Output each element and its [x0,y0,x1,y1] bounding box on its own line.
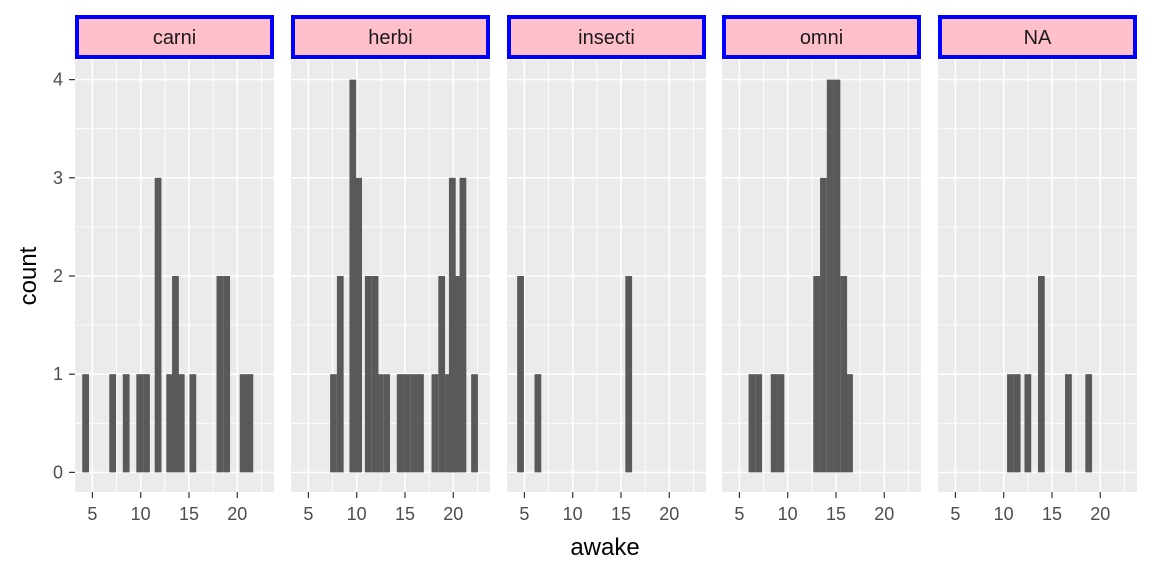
x-tick-label: 15 [1042,504,1062,524]
histogram-bar [770,374,778,473]
x-tick-label: 5 [519,504,529,524]
facet-strip-label: NA [1024,27,1052,49]
y-tick-label: 1 [53,364,63,384]
histogram-bar [216,276,224,473]
histogram-bar [1065,374,1072,473]
histogram-bar [349,79,357,473]
histogram-bar [172,276,179,473]
histogram-bar [459,177,467,473]
facet-strip-label: insecti [578,27,635,49]
facet-strip [75,15,274,59]
histogram-bar [154,177,162,473]
histogram-bar [840,276,848,473]
histogram-bar [448,177,456,473]
x-tick-label: 15 [179,504,199,524]
histogram-bar [846,374,853,473]
facet-strip [722,15,921,59]
histogram-bar [777,374,785,473]
histogram-bar [417,374,424,473]
x-tick-label: 15 [611,504,631,524]
histogram-bar [383,374,391,473]
histogram-bar [403,374,411,473]
facet-panel-na: NA 5 10 15 20 [938,15,1137,524]
x-tick-label: 10 [778,504,798,524]
y-axis-title: count [15,246,42,305]
y-tick-label: 3 [53,168,63,188]
facet-strip [507,15,706,59]
histogram-bar [748,374,756,473]
x-tick-label: 10 [347,504,367,524]
facet-panel-herbi: herbi 5 10 15 20 [291,15,490,524]
facet-panel-insecti: insecti 5 10 15 20 [507,15,706,524]
histogram-bar [471,374,478,473]
histogram-bar [820,177,827,473]
histogram-bar [438,276,446,473]
facet-panel-omni: omni 5 10 15 20 [722,15,921,524]
facet-strip [938,15,1137,59]
histogram-bar [445,374,452,473]
histogram-bar [1085,374,1093,473]
y-tick-label: 2 [53,266,63,286]
y-tick-label: 0 [53,462,63,482]
y-axis: 0 1 2 3 4 [53,70,75,482]
histogram-bar [330,374,337,473]
histogram-bar [1007,374,1014,473]
histogram-bar [364,276,372,473]
histogram-bar [517,276,524,473]
x-tick-label: 10 [563,504,583,524]
histogram-bar [833,79,841,473]
histogram-bar [410,374,418,473]
histogram-bar [336,276,344,473]
histogram-bar [534,374,542,473]
histogram-bar [109,374,117,473]
x-axis-title: awake [570,534,639,561]
histogram-bar [136,374,144,473]
facet-strip-label: omni [800,27,843,49]
x-tick-label: 5 [87,504,97,524]
histogram-bar [143,374,150,473]
histogram-bar [189,374,197,473]
histogram-bar [1037,276,1045,473]
histogram-bar [1024,374,1032,473]
y-tick-label: 4 [53,70,63,90]
x-tick-label: 5 [734,504,744,524]
x-tick-label: 20 [227,504,247,524]
histogram-bar [625,276,633,473]
x-tick-label: 15 [826,504,846,524]
histogram-bar [239,374,247,473]
histogram-bar [371,276,379,473]
facet-strip [291,15,490,59]
x-tick-label: 5 [303,504,313,524]
x-tick-label: 20 [1090,504,1110,524]
histogram-bar [396,374,404,473]
x-tick-label: 10 [131,504,151,524]
x-tick-label: 20 [874,504,894,524]
x-tick-label: 15 [395,504,415,524]
histogram-bar [1013,374,1021,473]
histogram-bar [246,374,254,473]
facet-strip-label: carni [153,27,196,49]
histogram-bar [355,177,363,473]
x-tick-label: 10 [994,504,1014,524]
facet-panel-carni: carni 5 10 15 20 [75,15,274,524]
histogram-bar [453,276,461,473]
histogram-bar [166,374,174,473]
facet-strip-label: herbi [368,27,412,49]
histogram-bar [431,374,439,473]
x-tick-label: 20 [443,504,463,524]
histogram-bar [82,374,90,473]
histogram-bar [223,276,231,473]
histogram-bar [177,374,185,473]
x-tick-label: 20 [659,504,679,524]
histogram-bar [826,79,834,473]
histogram-bar [122,374,130,473]
x-tick-label: 5 [950,504,960,524]
histogram-bar [376,374,384,473]
histogram-bar [755,374,763,473]
histogram-bar [813,276,821,473]
